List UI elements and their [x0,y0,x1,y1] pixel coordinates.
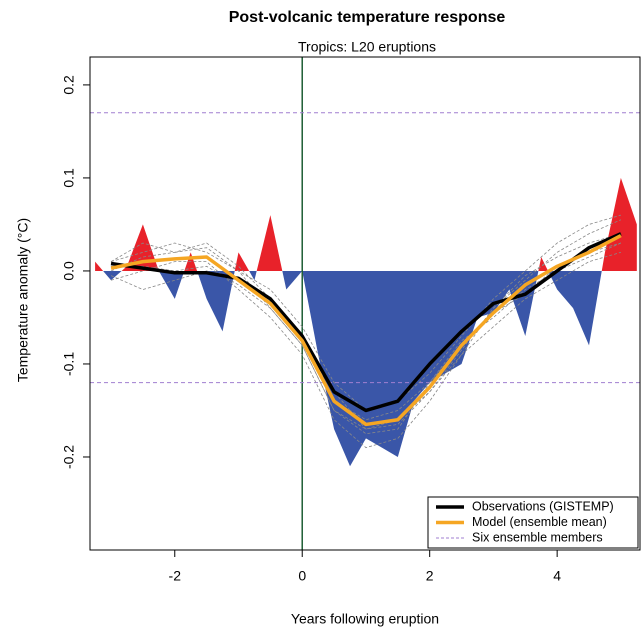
y-axis-label: Temperature anomaly (°C) [15,218,31,382]
chart-title: Post-volcanic temperature response [229,9,506,26]
ensemble-member [110,219,622,430]
x-tick-label: 2 [426,568,434,584]
legend-label: Observations (GISTEMP) [472,499,614,513]
ensemble-member [111,242,622,435]
x-tick-label: 4 [553,568,561,584]
chart-subtitle: Tropics: L20 eruptions [298,39,436,55]
legend-label: Model (ensemble mean) [472,515,607,529]
x-tick-label: 0 [298,568,306,584]
x-axis-label: Years following eruption [291,611,439,627]
y-tick-label: -0.1 [61,352,77,376]
legend-label: Six ensemble members [472,530,603,544]
plot-area [90,57,640,550]
series-line [110,234,622,427]
series-line [110,232,622,413]
ensemble-member [110,233,621,430]
y-tick-label: -0.2 [61,445,77,469]
ensemble-member [110,251,621,449]
x-tick-label: -2 [169,568,182,584]
plot-frame [89,56,641,551]
y-tick-label: 0.1 [61,168,77,188]
anomaly-area-negative [103,270,602,467]
y-tick-label: 0.2 [61,75,77,95]
y-tick-label: 0.0 [61,261,77,281]
